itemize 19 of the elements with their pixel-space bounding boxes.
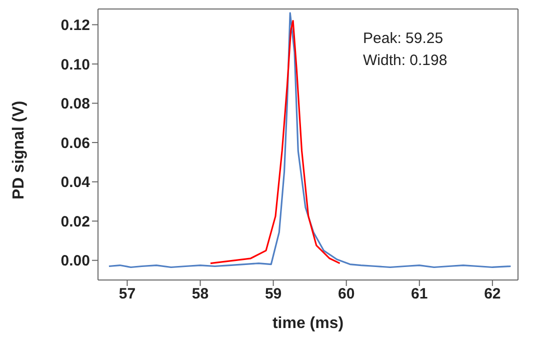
- y-tick-label: 0.06: [60, 134, 90, 152]
- line-series: [108, 12, 512, 268]
- y-tick-label: 0.12: [60, 17, 90, 34]
- annotation: Peak: 59.25: [363, 29, 444, 49]
- x-tick-label: 57: [118, 286, 136, 303]
- x-tick-label: 60: [338, 286, 355, 303]
- annotation: Width: 0.198: [363, 51, 448, 71]
- x-tick-label: 59: [264, 286, 282, 303]
- x-tick-label: 62: [484, 286, 501, 303]
- y-tick-label: 0.10: [60, 56, 90, 74]
- line-series: [210, 20, 341, 264]
- x-tick-label: 58: [192, 286, 209, 303]
- y-tick-label: 0.02: [60, 213, 90, 230]
- y-tick-label: 0.04: [60, 174, 91, 192]
- y-axis-title: PD signal (V): [10, 100, 28, 200]
- x-tick-label: 61: [411, 286, 428, 303]
- y-tick-label: 0.08: [60, 96, 90, 113]
- x-axis-title: time (ms): [272, 315, 344, 332]
- y-tick-label: 0.00: [60, 252, 90, 270]
